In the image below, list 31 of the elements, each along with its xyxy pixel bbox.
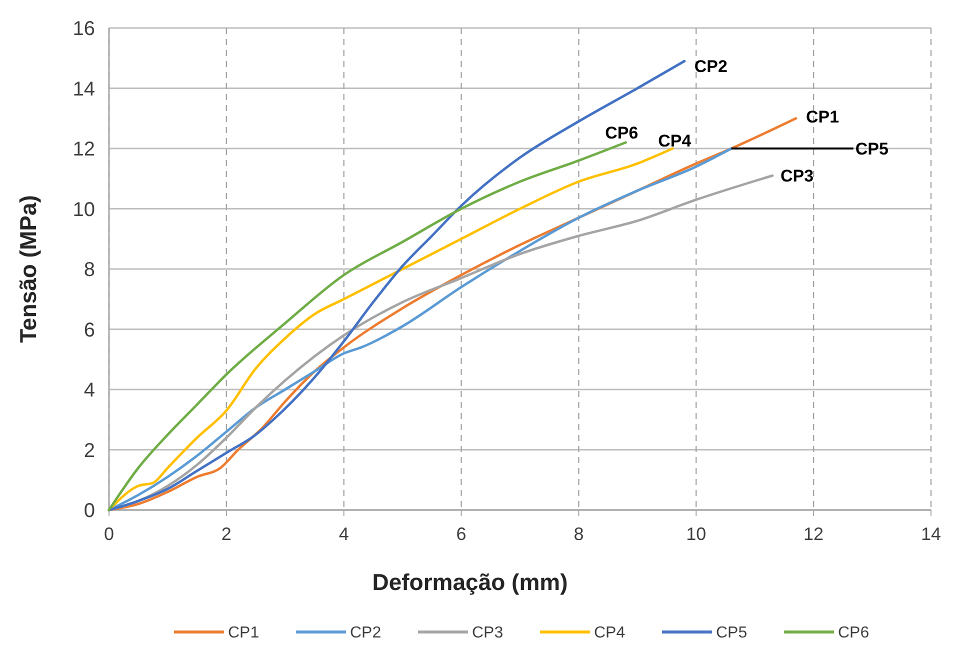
y-tick-label: 4 (84, 380, 95, 402)
x-tick-label: 6 (456, 524, 466, 544)
annotation: CP4 (658, 131, 692, 150)
legend-label: CP4 (594, 624, 626, 642)
annotation: CP1 (806, 107, 840, 126)
legend-label: CP5 (716, 624, 748, 642)
x-tick-label: 8 (574, 524, 584, 544)
y-tick-label: 10 (72, 198, 95, 221)
y-axis-title: Tensão (MPa) (15, 195, 41, 343)
x-tick-label: 12 (804, 524, 824, 544)
y-tick-label: 16 (72, 18, 95, 40)
legend-label: CP1 (228, 624, 260, 642)
annotation: CP5 (855, 139, 888, 158)
legend-label: CP3 (472, 624, 504, 642)
x-tick-label: 10 (686, 524, 706, 544)
y-tick-label: 2 (84, 440, 95, 462)
annotation: CP2 (694, 57, 728, 76)
x-axis-title: Deformação (mm) (372, 569, 568, 595)
y-tick-label: 14 (72, 78, 95, 100)
legend-label: CP6 (838, 624, 870, 642)
y-tick-label: 12 (72, 138, 95, 160)
legend-label: CP2 (350, 624, 382, 642)
annotation: CP6 (605, 123, 638, 142)
y-tick-label: 0 (84, 500, 95, 522)
y-tick-label: 6 (84, 319, 95, 342)
x-tick-label: 4 (338, 524, 349, 544)
x-tick-label: 14 (920, 524, 942, 544)
annotation: CP3 (780, 166, 814, 186)
x-tick-label: 0 (104, 524, 114, 544)
x-tick-label: 2 (221, 524, 232, 544)
y-tick-label: 8 (84, 259, 95, 281)
